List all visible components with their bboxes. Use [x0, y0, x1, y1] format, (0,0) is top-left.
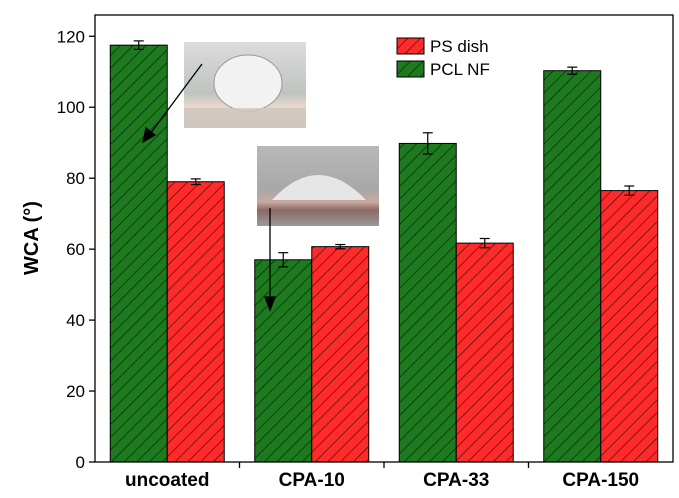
x-tick-label: CPA-33 [423, 470, 489, 491]
bar [312, 247, 369, 462]
bar [399, 143, 456, 462]
x-tick-label: CPA-150 [562, 470, 639, 491]
y-tick-label: 120 [57, 27, 85, 46]
legend-label: PCL NF [430, 60, 490, 79]
bar [167, 182, 224, 462]
y-tick-label: 0 [76, 453, 85, 472]
bar [110, 45, 167, 462]
y-tick-label: 20 [66, 382, 85, 401]
bar [601, 191, 658, 462]
inset-photo-1 [184, 42, 306, 128]
y-tick-label: 60 [66, 240, 85, 259]
y-tick-label: 100 [57, 98, 85, 117]
y-tick-label: 40 [66, 311, 85, 330]
x-tick-label: uncoated [125, 470, 209, 491]
x-tick-label: CPA-10 [279, 470, 345, 491]
bar [255, 260, 312, 462]
page: {"chart_data": {"type": "bar", "ylabel":… [0, 0, 679, 498]
y-axis-label: WCA (°) [21, 201, 43, 275]
legend-swatch [397, 38, 424, 54]
bar [456, 243, 513, 462]
y-tick-label: 80 [66, 169, 85, 188]
legend-swatch [397, 61, 424, 77]
bar [544, 71, 601, 462]
inset-photo-2 [257, 146, 379, 226]
chart: WCA (°) uncoated CPA-10 CPA-33 CPA-150 0 20 4… [0, 0, 679, 493]
legend-label: PS dish [430, 37, 489, 56]
